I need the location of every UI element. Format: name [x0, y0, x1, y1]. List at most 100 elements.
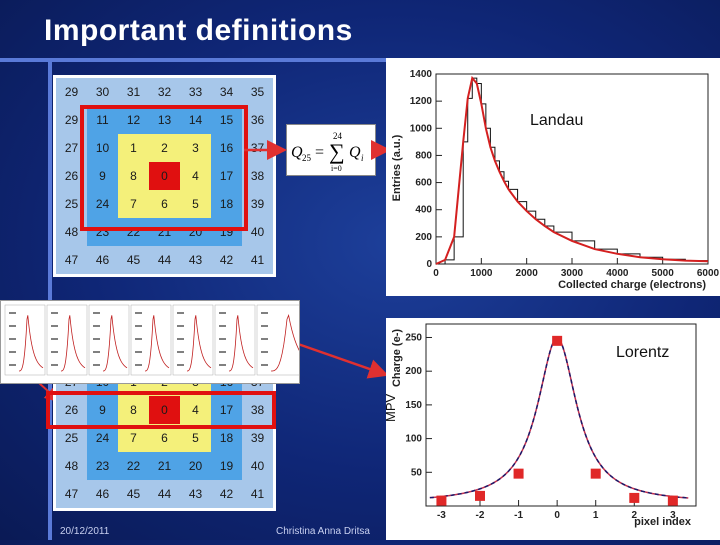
- top-grid-pixel-cell: 29: [56, 78, 87, 106]
- title-underline: [0, 58, 400, 62]
- landau-ytick-label: 600: [415, 178, 432, 189]
- formula-rhs: Q: [349, 144, 361, 161]
- footer-author: Christina Anna Dritsa: [276, 526, 370, 537]
- top-grid-pixel-cell: 3: [180, 134, 211, 162]
- formula-svg: Q 25 = 24 ∑ i=0 Q i: [291, 131, 364, 173]
- landau-xtick-label: 4000: [606, 268, 629, 279]
- top-grid-pixel-cell: 5: [180, 190, 211, 218]
- top-pixel-grid: 29 30 31 32 33 34 35 29 11 12 13 14 15 36 27 10 1 2 3 16 37 2…: [53, 75, 276, 277]
- lorentz-xlabel: pixel index: [634, 516, 692, 528]
- left-accent-bar: [48, 58, 52, 540]
- landau-xtick-label: 6000: [697, 268, 720, 279]
- top-grid-pixel-cell: 31: [118, 78, 149, 106]
- thumb-curve: [102, 315, 128, 372]
- landau-chart-svg: Entries (a.u.) Collected charge (electro…: [391, 69, 720, 291]
- bottom-grid-pixel-cell: 46: [87, 480, 118, 508]
- bottom-grid-pixel-cell: 19: [211, 452, 242, 480]
- bottom-grid-highlight-frame: [46, 391, 276, 429]
- thumbnail-histograms: [0, 300, 322, 384]
- top-grid-highlight-frame: [80, 105, 248, 231]
- bottom-pixel-table: 2710123163726980417382524765183948232221…: [56, 368, 273, 508]
- top-grid-pixel-cell: 46: [87, 246, 118, 274]
- lorentz-ylabel: Charge (e-): [391, 329, 403, 387]
- top-grid-pixel-cell: 45: [118, 246, 149, 274]
- footer-date: 20/12/2011: [60, 526, 110, 537]
- thumb-curve: [144, 315, 170, 372]
- landau-label: Landau: [530, 112, 584, 129]
- top-grid-pixel-cell: 30: [87, 78, 118, 106]
- top-grid-pixel-cell: 24: [87, 190, 118, 218]
- top-grid-row: 29 30 31 32 33 34 35: [56, 78, 273, 106]
- lorentz-plot-frame: [425, 323, 697, 507]
- top-grid-pixel-cell: 20: [180, 218, 211, 246]
- formula-rhs-sub: i: [361, 153, 364, 163]
- top-grid-pixel-cell: 42: [211, 246, 242, 274]
- bottom-grid-pixel-cell: 21: [149, 452, 180, 480]
- lorentz-xtick-label: 0: [554, 510, 560, 521]
- landau-xlabel: Collected charge (electrons): [558, 279, 706, 291]
- landau-fit-curve: [435, 75, 709, 265]
- top-grid-pixel-cell: 18: [211, 190, 242, 218]
- lorentz-data-point: [436, 495, 447, 506]
- lorentz-data-point: [475, 490, 485, 501]
- landau-xtick-label: 3000: [561, 268, 584, 279]
- top-grid-pixel-cell: 4: [180, 162, 211, 190]
- top-grid-pixel-cell: 22: [118, 218, 149, 246]
- bottom-grid-row: 47 46 45 44 43 42 41: [56, 480, 273, 508]
- landau-ytick-label: 200: [415, 232, 432, 243]
- landau-xtick-label: 5000: [652, 268, 675, 279]
- thumb-curve: [228, 315, 254, 372]
- landau-ytick-label: 1400: [410, 69, 433, 80]
- formula-lhs-sub: 25: [302, 153, 312, 163]
- formula-box: Q 25 = 24 ∑ i=0 Q i: [286, 124, 376, 176]
- lorentz-label: Lorentz: [616, 344, 670, 361]
- bottom-grid-pixel-cell: 38: [242, 396, 273, 424]
- lorentz-fit-curve-dashed: [429, 337, 689, 499]
- top-grid-pixel-cell: 47: [56, 246, 87, 274]
- landau-ylabel: Entries (a.u.): [391, 134, 403, 201]
- top-grid-pixel-cell: 41: [242, 246, 273, 274]
- lorentz-xtick-label: 1: [593, 510, 599, 521]
- mpv-label: MPV: [383, 393, 398, 422]
- lorentz-data-point: [513, 468, 524, 479]
- landau-ytick-label: 0: [426, 259, 432, 270]
- top-grid-pixel-cell: 0: [149, 162, 180, 190]
- landau-ytick-label: 1200: [410, 96, 433, 107]
- bottom-grid-pixel-cell: 17: [211, 396, 242, 424]
- bottom-grid-pixel-cell: 8: [118, 396, 149, 424]
- lorentz-xtick-label: -2: [476, 510, 485, 521]
- lorentz-data-point: [552, 335, 563, 346]
- landau-ytick-label: 800: [415, 150, 432, 161]
- lorentz-ytick-label: 100: [405, 434, 422, 445]
- lorentz-data-point: [629, 492, 640, 503]
- bottom-grid-pixel-cell: 45: [118, 480, 149, 508]
- top-grid-pixel-cell: 2: [149, 134, 180, 162]
- lorentz-xtick-label: 2: [632, 510, 638, 521]
- bottom-grid-pixel-cell: 48: [56, 452, 87, 480]
- bottom-grid-pixel-cell: 43: [180, 480, 211, 508]
- top-grid-pixel-cell: 14: [180, 106, 211, 134]
- bottom-grid-pixel-cell: 9: [87, 396, 118, 424]
- lorentz-fit-curve-red: [429, 337, 689, 499]
- lorentz-ytick-label: 50: [411, 467, 423, 478]
- bottom-grid-pixel-cell: 20: [180, 452, 211, 480]
- top-grid-pixel-cell: 33: [180, 78, 211, 106]
- lorentz-xtick-label: -1: [514, 510, 523, 521]
- top-grid-pixel-cell: 32: [149, 78, 180, 106]
- lorentz-chart-svg: Charge (e-) pixel index 50 100 150 200 250 -3…: [391, 323, 697, 528]
- top-grid-pixel-cell: 43: [180, 246, 211, 274]
- bottom-grid-pixel-cell: 22: [118, 452, 149, 480]
- lorentz-ytick-label: 200: [405, 366, 422, 377]
- bottom-grid-pixel-cell: 42: [211, 480, 242, 508]
- lorentz-ytick-label: 150: [405, 400, 422, 411]
- bottom-grid-pixel-cell: 47: [56, 480, 87, 508]
- top-grid-pixel-cell: 44: [149, 246, 180, 274]
- bottom-grid-pixel-cell: 0: [149, 396, 180, 424]
- top-grid-pixel-cell: 11: [87, 106, 118, 134]
- top-grid-pixel-cell: 15: [211, 106, 242, 134]
- bottom-grid-row: 26 9 8 0 4 17 38: [56, 396, 273, 424]
- lorentz-xtick-label: 3: [670, 510, 676, 521]
- top-grid-row: 47 46 45 44 43 42 41: [56, 246, 273, 274]
- bottom-grid-pixel-cell: 26: [56, 396, 87, 424]
- formula-sigma: ∑: [329, 139, 345, 164]
